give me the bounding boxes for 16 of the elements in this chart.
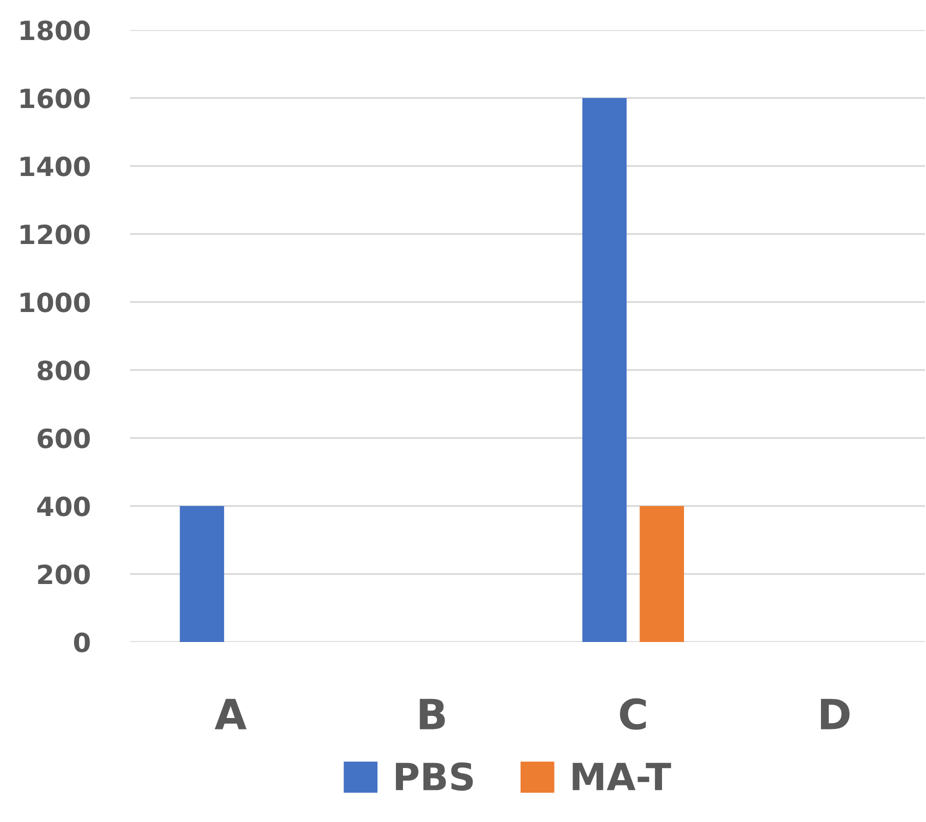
legend-label: PBS xyxy=(396,762,473,791)
y-tick-label: 1400 xyxy=(20,156,90,176)
x-tick-label: A xyxy=(214,698,247,730)
y-tick-label: 1200 xyxy=(20,224,90,244)
y-tick-label: 1800 xyxy=(20,20,90,40)
y-tick-label: 200 xyxy=(38,564,90,584)
y-tick-label: 400 xyxy=(37,496,90,516)
y-tick-label: 1000 xyxy=(20,292,90,312)
x-tick-label: B xyxy=(420,698,445,730)
legend-label: MA-T xyxy=(572,762,672,790)
x-tick-label: C xyxy=(620,698,646,730)
y-tick-label: 1600 xyxy=(20,88,90,108)
y-tick-label: 800 xyxy=(38,360,90,380)
y-tick-label: 600 xyxy=(38,428,90,448)
y-tick-label: 0 xyxy=(74,632,90,652)
x-tick-label: D xyxy=(820,698,850,730)
